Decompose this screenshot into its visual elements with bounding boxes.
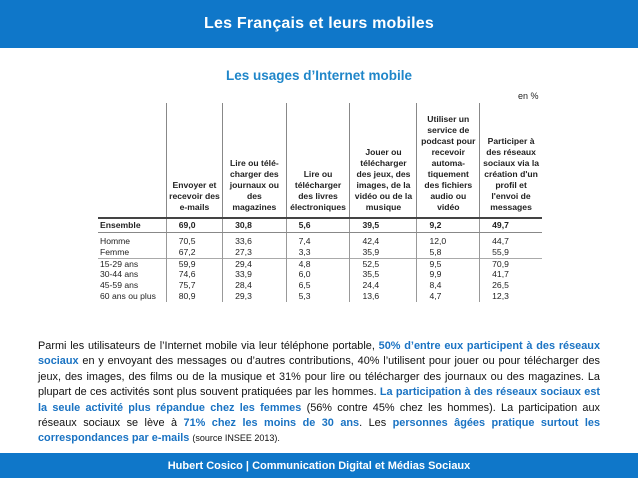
- table-cell: 70,5: [165, 232, 223, 247]
- table-cell: 5,3: [285, 290, 350, 302]
- table-cell: 70,9: [479, 257, 542, 270]
- page-title: Les Français et leurs mobiles: [204, 15, 434, 32]
- table-cell: 42,4: [349, 232, 417, 247]
- table-cell: 7,4: [285, 232, 350, 247]
- table-header-row: Envoyer et recevoir des e-mails Lire ou …: [98, 103, 542, 218]
- table-cell: 69,0: [165, 217, 223, 233]
- row-label: Femme: [100, 246, 130, 257]
- table-cell: 24,4: [349, 280, 417, 291]
- highlight-text: 50% d’entre eux participent à des réseau…: [38, 340, 600, 368]
- table-cell: 41,7: [479, 269, 542, 281]
- table-cell: 29,4: [222, 257, 287, 270]
- table-cell: 52,5: [349, 257, 417, 270]
- table-cell: 9,2: [416, 217, 480, 233]
- highlight-text: La participation à des réseaux sociaux e…: [38, 386, 600, 414]
- table-cell: 35,5: [349, 269, 417, 281]
- table-cell: 39,5: [349, 217, 417, 233]
- table-row: Ensemble 69,0 30,8 5,6 39,5 9,2 49,7: [98, 217, 542, 233]
- footer-bar: Hubert Cosico | Communication Digital et…: [0, 453, 638, 478]
- table-cell: 9,9: [416, 269, 480, 281]
- table-cell: 5,6: [285, 217, 350, 233]
- table-cell: 49,7: [479, 217, 542, 233]
- row-label: 15-29 ans: [98, 257, 167, 270]
- text-run: Parmi les utilisateurs de l’Internet mob…: [38, 340, 379, 352]
- column-header: Participer à des réseaux sociaux via la …: [479, 103, 542, 218]
- table-cell: 6,5: [285, 280, 350, 291]
- table-cell: 75,7: [165, 280, 223, 291]
- table-row: 15-29 ans 59,9 29,4 4,8 52,5 9,5 70,9: [98, 257, 542, 270]
- table-cell: 27,3: [222, 246, 287, 259]
- column-header: Lire ou télé-charger des journaux ou des…: [222, 103, 287, 218]
- column-header: Lire ou télécharger des livres électroni…: [285, 103, 350, 218]
- table-cell: 9,5: [416, 257, 480, 270]
- row-label: Homme: [100, 236, 131, 246]
- table-cell: 30,8: [222, 217, 287, 233]
- table-cell: 4,8: [285, 257, 350, 270]
- table-cell: 80,9: [165, 290, 223, 302]
- highlight-text: personnes âgées pratique surtout les cor…: [38, 417, 601, 445]
- table-row: Homme 70,5 33,6 7,4 42,4 12,0 44,7: [98, 232, 542, 247]
- table-cell: 33,9: [222, 269, 287, 281]
- table-cell: 26,5: [479, 280, 542, 291]
- row-label: 30-44 ans: [100, 269, 139, 280]
- table-cell: 55,9: [479, 246, 542, 259]
- source-note: (source INSEE 2013).: [192, 433, 280, 444]
- table-cell: 3,3: [285, 246, 350, 259]
- table-cell: 5,8: [416, 246, 480, 259]
- column-header: Utiliser un service de podcast pour rece…: [416, 103, 480, 218]
- column-header: Jouer ou télécharger des jeux, des image…: [349, 103, 417, 218]
- unit-label: en %: [518, 91, 539, 101]
- table-cell: 33,6: [222, 232, 287, 247]
- text-run: . Les: [359, 417, 393, 430]
- usage-table: Envoyer et recevoir des e-mails Lire ou …: [98, 103, 542, 302]
- table-cell: 28,4: [222, 280, 287, 291]
- title-bar: Les Français et leurs mobiles: [0, 0, 638, 48]
- row-label: 45-59 ans: [100, 280, 139, 291]
- table-cell: 12,3: [479, 290, 542, 302]
- table-cell: 8,4: [416, 280, 480, 291]
- footer-text: Hubert Cosico | Communication Digital et…: [167, 459, 471, 472]
- table-cell: 6,0: [285, 269, 350, 281]
- text-run: (56% contre 45% chez les hommes). La par…: [38, 401, 600, 430]
- row-label: 60 ans ou plus: [100, 290, 156, 301]
- table-cell: 74,6: [165, 269, 223, 281]
- table-row: 45-59 ans 75,7 28,4 6,5 24,4 8,4 26,5: [98, 280, 542, 291]
- table-row: Femme 67,2 27,3 3,3 35,9 5,8 55,9: [98, 246, 542, 259]
- text-run: en y envoyant des messages ou d’autres c…: [38, 355, 600, 399]
- highlight-text: 71% chez les moins de 30 ans: [183, 417, 360, 430]
- column-header: Envoyer et recevoir des e-mails: [165, 103, 223, 218]
- table-row: 60 ans ou plus 80,9 29,3 5,3 13,6 4,7 12…: [98, 290, 542, 302]
- table-cell: 44,7: [479, 232, 542, 247]
- table-row: 30-44 ans 74,6 33,9 6,0 35,5 9,9 41,7: [98, 269, 542, 281]
- table-cell: 13,6: [349, 290, 417, 302]
- column-header: [98, 103, 166, 218]
- section-subtitle: Les usages d’Internet mobile: [225, 68, 413, 83]
- table-cell: 35,9: [349, 246, 417, 259]
- table-cell: 29,3: [222, 290, 287, 302]
- table-cell: 12,0: [416, 232, 480, 247]
- table-cell: 67,2: [165, 246, 223, 259]
- table-cell: 4,7: [416, 290, 480, 302]
- row-label: Ensemble: [98, 217, 167, 233]
- summary-paragraph: Parmi les utilisateurs de l’Internet mob…: [38, 339, 600, 447]
- table-cell: 59,9: [165, 257, 223, 270]
